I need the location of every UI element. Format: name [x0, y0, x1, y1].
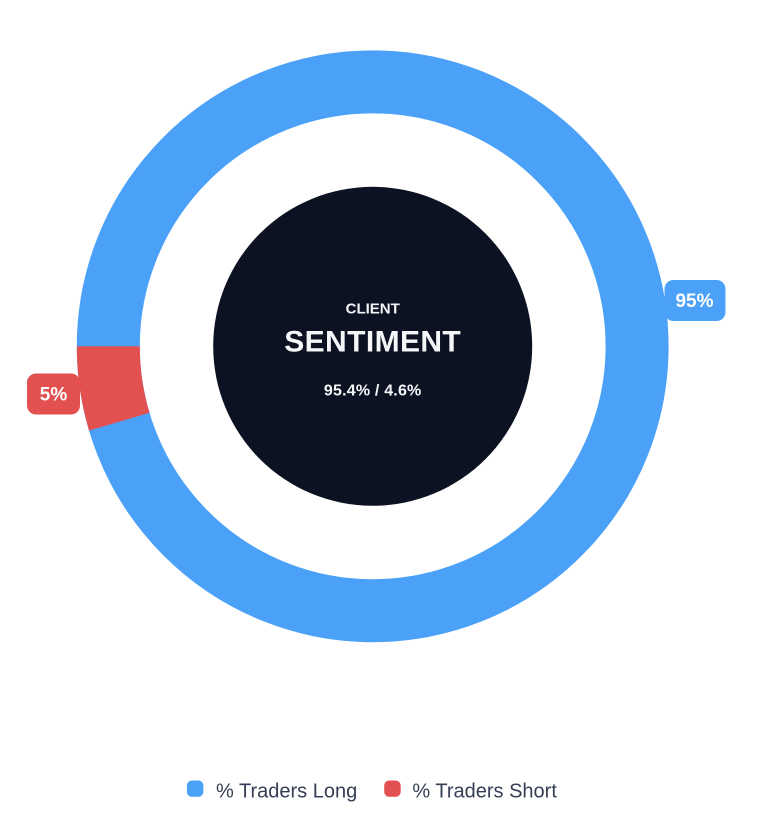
- svg-text:% Traders Short: % Traders Short: [412, 781, 557, 803]
- svg-text:SENTIMENT: SENTIMENT: [284, 326, 461, 359]
- svg-text:95.4% / 4.6%: 95.4% / 4.6%: [324, 383, 422, 400]
- svg-text:% Traders Long: % Traders Long: [216, 781, 357, 803]
- svg-text:95%: 95%: [675, 291, 713, 312]
- svg-text:CLIENT: CLIENT: [346, 301, 400, 318]
- svg-text:5%: 5%: [40, 385, 68, 406]
